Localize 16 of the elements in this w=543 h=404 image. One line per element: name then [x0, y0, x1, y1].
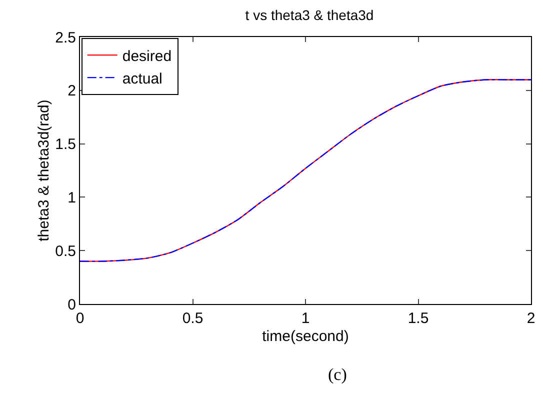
legend-label: actual	[122, 70, 162, 88]
chart-title: t vs theta3 & theta3d	[245, 6, 374, 23]
x-tick-label: 1.5	[408, 310, 429, 327]
x-tick-label: 2	[526, 310, 536, 327]
text: (c)	[328, 365, 347, 384]
x-tick-label: 0.5	[182, 310, 204, 327]
y-tick-label: 1	[68, 189, 76, 206]
y-axis-title: theta3 & theta3d(rad)	[35, 100, 52, 242]
y-tick-label: 1.5	[55, 136, 76, 154]
y-tick-label: 2	[68, 82, 76, 100]
x-axis-title: time(second)	[262, 328, 349, 345]
x-tick-label: 1	[301, 310, 310, 327]
y-tick-label: 2.5	[55, 29, 76, 46]
y-tick-label: 0.5	[55, 242, 76, 260]
legend-label: desired	[122, 48, 172, 65]
y-tick-label: 0	[68, 296, 76, 314]
